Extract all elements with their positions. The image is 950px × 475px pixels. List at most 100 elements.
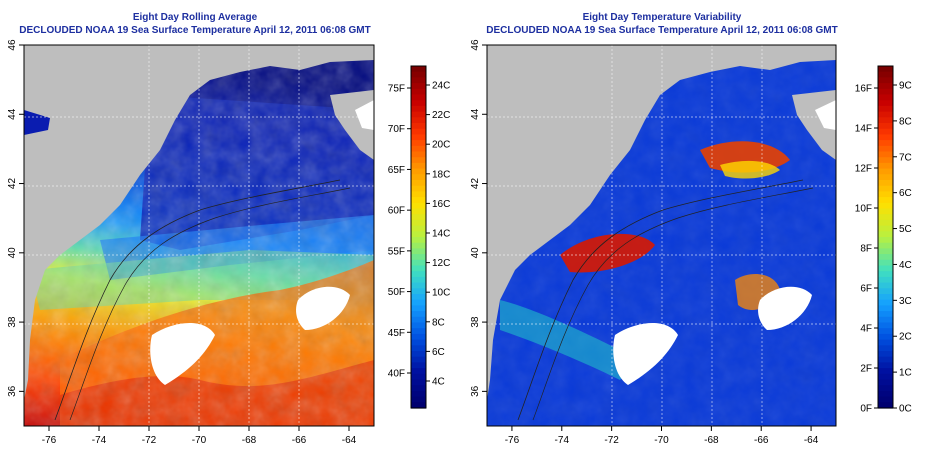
left-colorbar-f-label: 75F xyxy=(388,84,405,95)
right-colorbar-swatch xyxy=(878,271,893,278)
right-colorbar-swatch xyxy=(878,71,893,78)
left-panel-title: Eight Day Rolling Average DECLOUDED NOAA… xyxy=(0,11,390,37)
left-colorbar-swatch xyxy=(411,145,426,153)
right-colorbar-swatch xyxy=(878,185,893,192)
left-colorbar-swatch xyxy=(411,271,426,278)
right-colorbar-swatch xyxy=(878,134,893,141)
left-colorbar-swatch xyxy=(411,311,426,318)
left-colorbar-f-label: 70F xyxy=(388,124,405,135)
right-cloud-patch-2 xyxy=(758,286,812,330)
left-colorbar-swatch xyxy=(411,373,426,381)
left-colorbar-swatch xyxy=(411,368,426,375)
right-colorbar-swatch xyxy=(878,259,893,267)
right-colorbar-swatch xyxy=(878,288,893,295)
left-colorbar-swatch xyxy=(411,162,426,170)
left-y-tick-label: 42 xyxy=(7,178,18,190)
left-colorbar-swatch xyxy=(411,328,426,335)
right-contour-1 xyxy=(517,179,804,421)
right-x-tick-label: -72 xyxy=(604,435,619,446)
left-colorbar-swatch xyxy=(411,333,426,341)
right-colorbar-swatch xyxy=(878,66,893,73)
left-colorbar-c-label: 24C xyxy=(432,81,450,92)
right-colorbar-swatch xyxy=(878,145,893,153)
left-colorbar-swatch xyxy=(411,185,426,192)
left-title-line1: Eight Day Rolling Average xyxy=(132,12,258,23)
left-colorbar-swatch xyxy=(411,197,426,204)
left-colorbar-swatch xyxy=(411,299,426,306)
right-graticule xyxy=(487,45,836,426)
left-x-tick-label: -72 xyxy=(142,435,157,446)
right-colorbar-swatch xyxy=(878,311,893,318)
left-colorbar-swatch xyxy=(411,390,426,398)
left-x-tick-label: -64 xyxy=(342,435,357,446)
right-axes: -76 -74 -72 -70 -68 -66 -64 36 38 40 42 44 46 xyxy=(470,39,819,446)
right-colorbar-swatch xyxy=(878,373,893,381)
right-panel-title: Eight Day Temperature Variability DECLOU… xyxy=(462,11,862,37)
left-colorbar-swatch xyxy=(411,105,426,113)
right-hotspot-3 xyxy=(720,160,780,179)
left-colorbar-c-label: 18C xyxy=(432,169,450,180)
left-x-tick-label: -66 xyxy=(292,435,307,446)
left-colorbar-swatch xyxy=(411,322,426,329)
right-colorbar-swatch xyxy=(878,157,893,164)
left-colorbar-swatch xyxy=(411,140,426,147)
right-colorbar-f-label: 10F xyxy=(855,204,872,215)
right-x-tick-label: -74 xyxy=(555,435,570,446)
right-colorbar-f-label: 2F xyxy=(860,364,872,375)
right-colorbar-f-label: 14F xyxy=(855,124,872,135)
left-colorbar-frame xyxy=(410,65,427,409)
right-colorbar-swatch xyxy=(878,316,893,324)
left-colorbar-swatch xyxy=(411,128,426,135)
left-colorbar-swatch xyxy=(411,288,426,295)
right-hotspot-1 xyxy=(560,233,655,273)
left-colorbar-swatch xyxy=(411,214,426,221)
left-colorbar-swatch xyxy=(411,208,426,215)
left-colorbar-swatch xyxy=(411,259,426,267)
left-colorbar-f-label: 50F xyxy=(388,287,405,298)
left-colorbar-swatch xyxy=(411,100,426,107)
right-colorbar-swatch xyxy=(878,282,893,289)
right-colorbar-swatch xyxy=(878,208,893,215)
left-colorbar-swatch xyxy=(411,305,426,312)
left-colorbar-swatch xyxy=(411,265,426,272)
right-x-tick-label: -68 xyxy=(704,435,719,446)
right-x-tick-label: -64 xyxy=(804,435,819,446)
right-colorbar-swatch xyxy=(878,219,893,227)
left-y-tick-label: 46 xyxy=(7,39,18,51)
left-cloud-patch-2 xyxy=(296,286,350,330)
left-y-tick-label: 38 xyxy=(7,316,18,328)
right-colorbar-swatch xyxy=(878,88,893,96)
left-colorbar-c-label: 4C xyxy=(432,377,445,388)
right-colorbar-swatch xyxy=(878,231,893,238)
right-y-tick-label: 46 xyxy=(470,39,481,51)
left-axes: -76 -74 -72 -70 -68 -66 -64 36 38 40 42 44 46 xyxy=(7,39,357,446)
left-x-tick-label: -70 xyxy=(192,435,207,446)
left-x-tick-label: -76 xyxy=(42,435,57,446)
right-colorbar-swatch xyxy=(878,202,893,210)
left-colorbar-swatch xyxy=(411,362,426,369)
right-colorbar-swatch xyxy=(878,225,893,232)
right-colorbar-swatch xyxy=(878,368,893,375)
left-colorbar-swatch xyxy=(411,396,426,403)
left-colorbar-swatch xyxy=(411,151,426,158)
left-x-tick-label: -68 xyxy=(242,435,257,446)
right-colorbar-swatch xyxy=(878,197,893,204)
right-colorbar-frame xyxy=(877,65,894,409)
right-colorbar-c-label: 7C xyxy=(899,152,912,163)
left-colorbar-swatch xyxy=(411,157,426,164)
right-colorbar-swatch xyxy=(878,117,893,124)
left-colorbar-swatch xyxy=(411,254,426,261)
left-colorbar-swatch xyxy=(411,88,426,96)
right-colorbar-swatch xyxy=(878,379,893,386)
left-colorbar-swatch xyxy=(411,345,426,352)
left-contour-2 xyxy=(69,187,351,421)
right-colorbar-swatch xyxy=(878,105,893,113)
right-map-panel xyxy=(486,44,837,427)
right-colorbar-swatch xyxy=(878,174,893,181)
left-colorbar-swatch xyxy=(411,402,426,409)
left-y-tick-label: 36 xyxy=(7,385,18,397)
left-colorbar-c-label: 10C xyxy=(432,288,450,299)
right-colorbar-swatch xyxy=(878,191,893,198)
right-colorbar-swatch xyxy=(878,214,893,221)
